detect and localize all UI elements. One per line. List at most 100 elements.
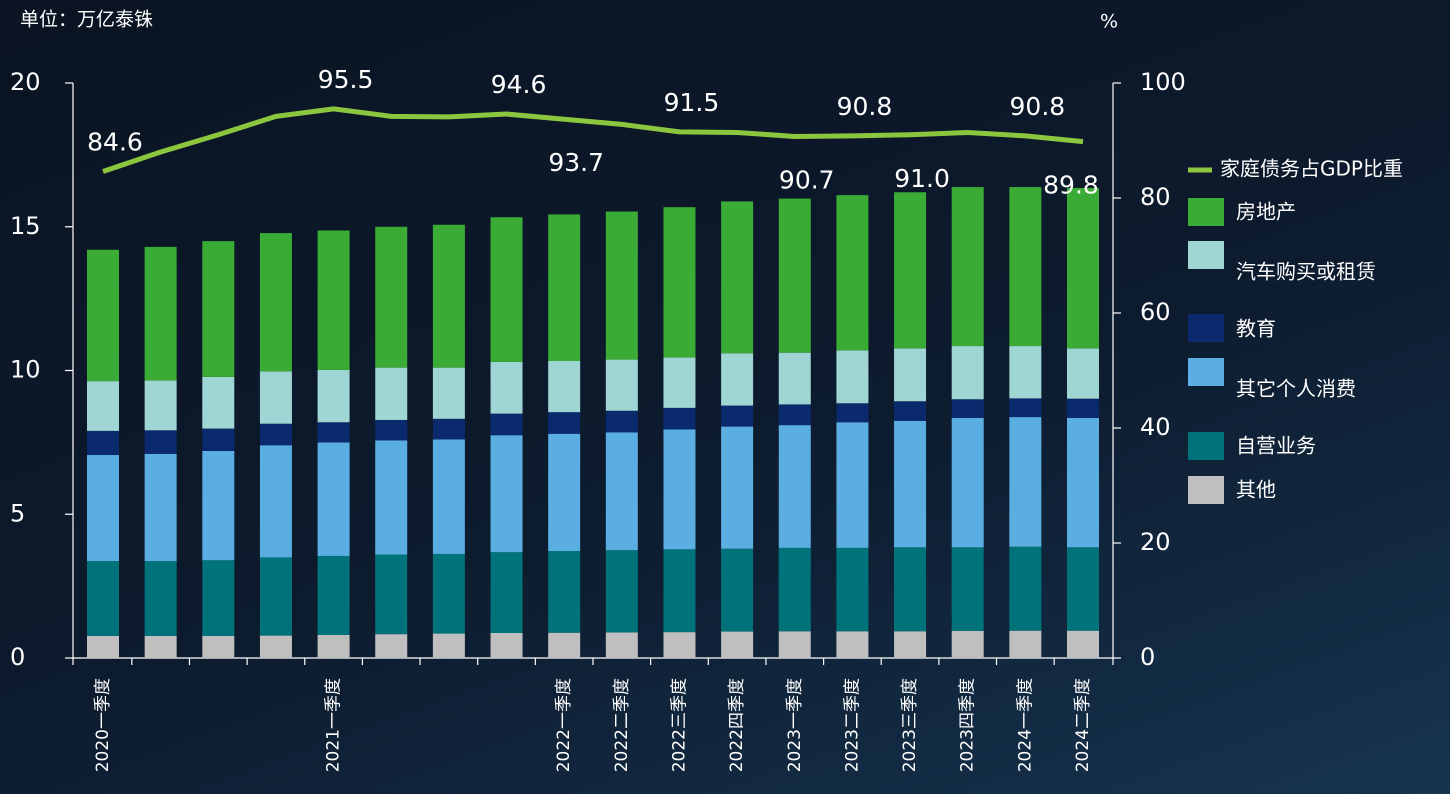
bar-segment xyxy=(375,634,408,658)
legend-label: 其他 xyxy=(1236,478,1276,502)
bar-segment xyxy=(951,399,984,418)
y-tick-label: 5 xyxy=(10,499,25,527)
x-tick-label: 2023二季度 xyxy=(842,678,862,772)
legend-label: 家庭债务占GDP比重 xyxy=(1220,157,1403,181)
bar-segment xyxy=(951,417,984,548)
bar-segment xyxy=(432,224,465,368)
bar-segment xyxy=(721,405,754,427)
bar-segment xyxy=(605,359,638,411)
bar-segment xyxy=(894,348,927,402)
bar-segment xyxy=(721,201,754,354)
bar-segment xyxy=(1067,417,1099,548)
bar-segment xyxy=(951,630,984,658)
bar-segment xyxy=(1067,630,1099,658)
bar-segment xyxy=(721,631,754,658)
bar-segment xyxy=(663,549,696,633)
legend-label: 房地产 xyxy=(1236,200,1296,224)
y-tick-label: 20 xyxy=(10,68,41,96)
bar-segment xyxy=(894,631,927,658)
bar-segment xyxy=(605,410,638,433)
data-label: 90.8 xyxy=(1010,92,1066,121)
bar-segment xyxy=(1009,546,1042,631)
data-label: 89.8 xyxy=(1043,171,1099,200)
x-tick-label: 2020一季度 xyxy=(93,678,113,772)
bar-segment xyxy=(144,561,177,636)
bar-segment xyxy=(490,413,523,436)
bar-segment xyxy=(1009,346,1042,399)
bar-segment xyxy=(663,407,696,430)
bar-segment xyxy=(548,433,581,552)
bar-segment xyxy=(144,635,177,658)
bar-segment xyxy=(317,369,350,423)
legend-label: 汽车购买或租赁 xyxy=(1236,260,1376,284)
bar-segment xyxy=(202,376,235,429)
bar-segment xyxy=(1067,187,1099,349)
legend-label: 其它个人消费 xyxy=(1236,377,1356,401)
x-tick-label: 2023一季度 xyxy=(785,678,805,772)
bar-segment xyxy=(317,230,350,370)
bar-segment xyxy=(490,217,523,362)
data-label: 90.7 xyxy=(779,165,835,194)
data-label: 84.6 xyxy=(87,128,143,157)
bar-segment xyxy=(836,547,869,632)
bar-segment xyxy=(605,550,638,633)
unit-label: 单位：万亿泰铢 xyxy=(20,9,153,31)
bar-segment xyxy=(259,557,292,636)
y2-tick-label: 80 xyxy=(1140,183,1171,211)
bar-segment xyxy=(144,430,177,454)
bar-segment xyxy=(1067,348,1099,399)
legend-swatch xyxy=(1188,476,1224,504)
x-tick-label: 2022二季度 xyxy=(612,678,632,772)
bar-segment xyxy=(259,233,292,372)
bar-segment xyxy=(605,211,638,360)
bar-segment xyxy=(432,367,465,419)
bar-segment xyxy=(317,555,350,635)
bar-segment xyxy=(548,214,581,362)
bar-segment xyxy=(778,631,811,658)
data-label: 93.7 xyxy=(548,148,604,177)
bar-segment xyxy=(663,632,696,658)
bar-segment xyxy=(490,552,523,633)
bar-segment xyxy=(87,249,119,382)
bar-segment xyxy=(259,635,292,658)
bar-segment xyxy=(548,412,581,434)
bar-segment xyxy=(317,635,350,658)
legend-swatch xyxy=(1188,241,1224,269)
bar-segment xyxy=(87,561,119,636)
bar-segment xyxy=(1009,630,1042,658)
x-tick-label: 2024一季度 xyxy=(1015,678,1035,772)
bar-segment xyxy=(548,551,581,633)
y2-tick-label: 40 xyxy=(1140,413,1171,441)
bar-segment xyxy=(548,632,581,658)
y-tick-label: 0 xyxy=(10,643,25,671)
y-tick-label: 10 xyxy=(10,356,41,384)
bar-segment xyxy=(663,429,696,550)
y-tick-label: 15 xyxy=(10,212,41,240)
bar-segment xyxy=(432,633,465,658)
bar-segment xyxy=(778,425,811,548)
bar-segment xyxy=(1009,187,1042,347)
data-label: 91.5 xyxy=(664,88,720,117)
bar-segment xyxy=(951,346,984,400)
bar-segment xyxy=(432,439,465,554)
bar-segment xyxy=(87,455,119,562)
bar-segment xyxy=(894,401,927,421)
y2-tick-label: 60 xyxy=(1140,298,1171,326)
bar-segment xyxy=(375,440,408,555)
x-tick-label: 2022四季度 xyxy=(727,678,747,772)
bar-segment xyxy=(317,422,350,443)
bar-segment xyxy=(375,226,408,368)
legend-swatch xyxy=(1188,358,1224,386)
bar-segment xyxy=(1009,398,1042,418)
y2-tick-label: 20 xyxy=(1140,528,1171,556)
bar-segment xyxy=(663,357,696,408)
bar-segment xyxy=(721,426,754,549)
bar-segment xyxy=(259,423,292,446)
x-tick-label: 2021一季度 xyxy=(324,678,344,772)
bar-segment xyxy=(432,553,465,634)
bar-segment xyxy=(375,419,408,441)
bar-segment xyxy=(836,350,869,404)
bar-segment xyxy=(663,207,696,358)
bar-segment xyxy=(548,361,581,413)
